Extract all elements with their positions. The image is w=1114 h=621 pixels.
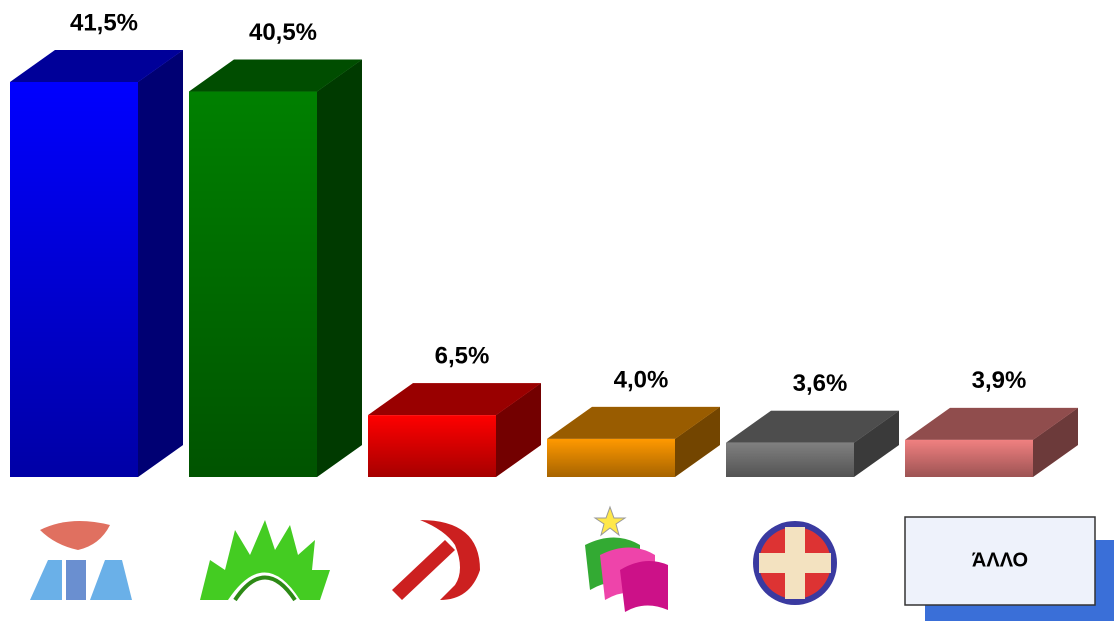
bar-top (189, 59, 362, 92)
bar-shade (368, 415, 496, 477)
kke-logo (392, 520, 480, 600)
bar-top (368, 383, 541, 416)
value-label: 3,6% (793, 370, 848, 397)
bar-side-shade (675, 406, 720, 477)
bar-shade (905, 439, 1033, 477)
value-label: 3,9% (972, 367, 1027, 394)
category-label: ΆΛΛΟ (972, 549, 1028, 571)
other-box (904, 516, 1096, 606)
bar-top-shade (726, 410, 899, 443)
syn-logo (585, 505, 668, 612)
bar-top (10, 50, 183, 82)
party-logos: ΆΛΛΟ (30, 505, 1114, 621)
bar-top (726, 410, 899, 443)
bar-top-shade (10, 50, 183, 82)
bar-side-shade (496, 383, 541, 477)
bar-side-shade (1033, 407, 1078, 477)
bar-side-shade (854, 410, 899, 477)
bar-shade (726, 442, 854, 477)
bar-side-shade (138, 50, 183, 477)
bar-top-shade (547, 406, 720, 439)
bar-top-shade (368, 383, 541, 416)
bar-top-shade (189, 59, 362, 92)
value-label: 41,5% (70, 9, 138, 36)
bar-shade (547, 438, 675, 477)
value-label: 6,5% (435, 342, 490, 369)
value-label: 4,0% (614, 366, 669, 393)
nd-logo (30, 521, 132, 600)
bar-top-shade (905, 407, 1078, 440)
bar-top (547, 406, 720, 439)
bar-top (905, 407, 1078, 440)
laos-logo (753, 521, 837, 605)
pasok-logo (200, 520, 330, 602)
bar-shade (189, 91, 317, 478)
bar-shade (10, 82, 138, 477)
value-label: 40,5% (249, 19, 317, 46)
bar-side-shade (317, 59, 362, 478)
